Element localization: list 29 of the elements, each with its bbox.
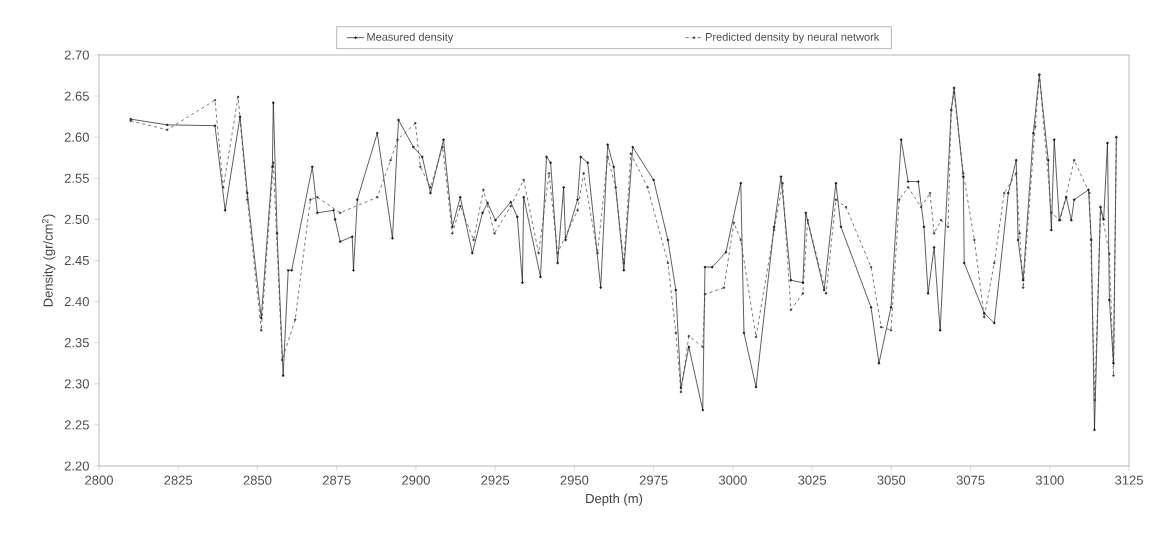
y-tick-label: 2.55 (64, 173, 89, 183)
x-tick-label: 3125 (1115, 475, 1143, 485)
legend-label: Predicted density by neural network (705, 32, 880, 43)
x-tick-label: 2950 (560, 475, 589, 485)
y-tick-label: 2.25 (64, 420, 89, 430)
y-tick-label: 2.30 (64, 379, 89, 389)
x-tick-label: 2850 (243, 475, 272, 485)
x-tick-label: 2900 (402, 475, 430, 485)
legend-label: Measured density (367, 32, 454, 43)
x-tick-label: 2875 (322, 475, 351, 485)
y-tick-label: 2.40 (64, 296, 89, 307)
x-tick-label: 2800 (85, 475, 113, 485)
x-tick-label: 3025 (798, 475, 827, 485)
x-tick-label: 3100 (1035, 475, 1064, 485)
x-axis-title: Depth (m) (586, 493, 643, 506)
y-tick-label: 2.70 (64, 50, 89, 60)
y-tick-label: 2.45 (64, 255, 89, 266)
x-tick-label: 2825 (164, 475, 193, 485)
x-tick-label: 3000 (718, 475, 747, 485)
y-tick-label: 2.60 (64, 132, 89, 142)
x-tick-label: 2925 (481, 475, 510, 485)
y-tick-label: 2.20 (64, 461, 89, 471)
y-tick-label: 2.65 (64, 91, 89, 101)
x-tick-label: 3075 (956, 475, 985, 485)
x-tick-label: 2975 (639, 475, 668, 485)
y-tick-label: 2.35 (64, 338, 89, 348)
x-tick-label: 3050 (877, 475, 906, 485)
y-axis-title: Density (gr/cm$^{2}$) (41, 214, 56, 307)
y-tick-label: 2.50 (64, 214, 89, 224)
